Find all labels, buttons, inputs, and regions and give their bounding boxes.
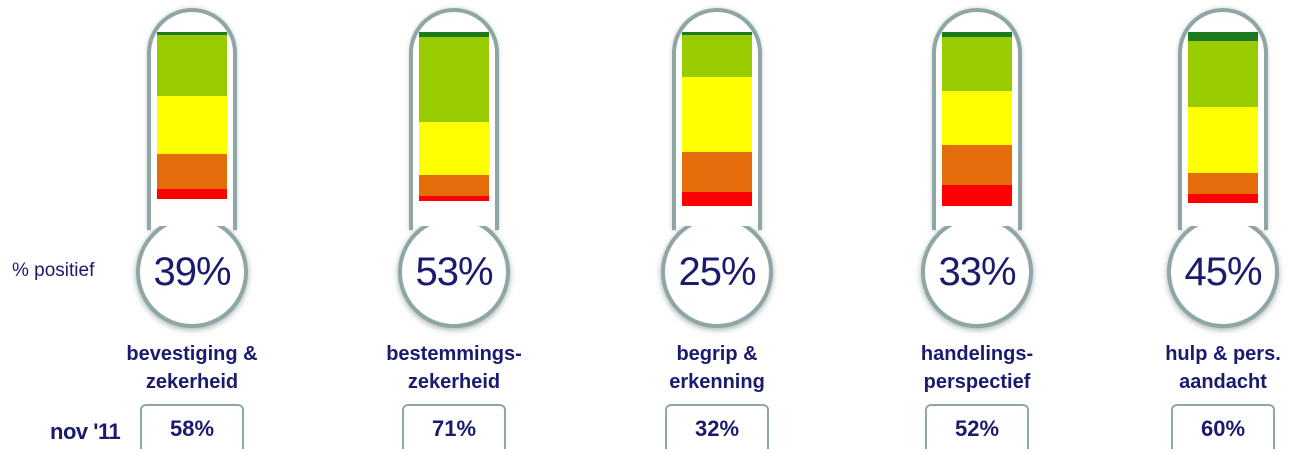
bulb-neck	[1182, 212, 1264, 226]
percent-positive-value: 45%	[1184, 249, 1262, 294]
category-label-line: begrip &	[676, 343, 758, 365]
bar-segment-orange	[682, 152, 752, 193]
bulb-neck	[936, 212, 1018, 226]
previous-value-box: 52%	[925, 404, 1029, 449]
bar-segment-yellow	[682, 77, 752, 153]
bar-segment-dark-green	[157, 32, 227, 36]
category-label-line: zekerheid	[407, 371, 501, 393]
thermometer-begrip: 25% begrip & erkenning 32%	[597, 0, 837, 449]
stacked-bar	[419, 32, 489, 206]
bar-segment-yellow	[1188, 106, 1258, 173]
previous-period-label: nov '11	[50, 419, 121, 444]
bar-segment-orange	[942, 145, 1012, 186]
bar-segment-red	[1188, 193, 1258, 203]
bar-segment-red	[419, 195, 489, 201]
thermometer-bulb: 45%	[1167, 216, 1279, 328]
category-label: begrip & erkenning	[597, 340, 837, 396]
bar-segment-orange	[1188, 172, 1258, 194]
bar-segment-orange	[157, 153, 227, 189]
category-label-line: perspectief	[923, 371, 1031, 393]
category-label-line: erkenning	[669, 371, 765, 393]
category-label: handelings-perspectief	[857, 340, 1097, 396]
percent-positive-value: 39%	[153, 249, 231, 294]
bar-segment-green	[942, 37, 1012, 92]
percent-positive-value: 25%	[678, 249, 756, 294]
thermometer-hulp: 45% hulp & pers. aandacht 60%	[1103, 0, 1294, 449]
percent-positive-label: % positief	[12, 260, 95, 281]
bar-segment-red	[682, 192, 752, 206]
thermometer-bulb: 25%	[661, 216, 773, 328]
bar-segment-orange	[419, 174, 489, 196]
bulb-neck	[151, 212, 233, 226]
previous-value-box: 32%	[665, 404, 769, 449]
thermometer-bestemming: 53% bestemmings-zekerheid 71%	[334, 0, 574, 449]
category-label: hulp & pers. aandacht	[1103, 340, 1294, 396]
category-label-line: aandacht	[1179, 371, 1267, 393]
stacked-bar	[157, 32, 227, 206]
percent-positive-value: 33%	[938, 249, 1016, 294]
thermometer-bulb: 53%	[398, 216, 510, 328]
category-label-line: bevestiging &	[126, 343, 258, 365]
bar-segment-dark-green	[1188, 32, 1258, 41]
thermometer-bevestiging: 39% bevestiging & zekerheid 58%	[72, 0, 312, 449]
bar-segment-dark-green	[682, 32, 752, 36]
category-label-line: bestemmings-	[386, 343, 522, 365]
bulb-neck	[413, 212, 495, 226]
bar-segment-green	[157, 35, 227, 97]
thermometer-handelings: 33% handelings-perspectief 52%	[857, 0, 1097, 449]
category-label: bevestiging & zekerheid	[72, 340, 312, 396]
stacked-bar	[682, 32, 752, 206]
stacked-bar	[942, 32, 1012, 206]
stacked-bar	[1188, 32, 1258, 206]
bar-segment-dark-green	[419, 32, 489, 38]
bar-segment-red	[157, 188, 227, 200]
bar-segment-red	[942, 185, 1012, 206]
bar-segment-green	[1188, 40, 1258, 107]
previous-value-box: 58%	[140, 404, 244, 449]
category-label-line: zekerheid	[145, 371, 239, 393]
bulb-neck	[676, 212, 758, 226]
bar-segment-green	[682, 35, 752, 78]
thermometer-bulb: 33%	[921, 216, 1033, 328]
bar-segment-dark-green	[942, 32, 1012, 38]
previous-value-box: 71%	[402, 404, 506, 449]
bar-segment-yellow	[419, 122, 489, 175]
category-label: bestemmings-zekerheid	[334, 340, 574, 396]
bar-segment-green	[419, 37, 489, 123]
category-label-line: hulp & pers.	[1165, 343, 1281, 365]
previous-value-box: 60%	[1171, 404, 1275, 449]
percent-positive-value: 53%	[415, 249, 493, 294]
bar-segment-yellow	[942, 91, 1012, 146]
bar-segment-yellow	[157, 96, 227, 154]
thermometer-bulb: 39%	[136, 216, 248, 328]
category-label-line: handelings-	[920, 343, 1034, 365]
